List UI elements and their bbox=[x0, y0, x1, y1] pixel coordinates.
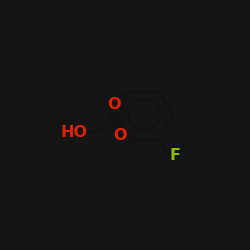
Text: HO: HO bbox=[60, 126, 87, 140]
Text: F: F bbox=[170, 148, 180, 163]
Text: O: O bbox=[108, 97, 121, 112]
Text: O: O bbox=[114, 128, 127, 143]
